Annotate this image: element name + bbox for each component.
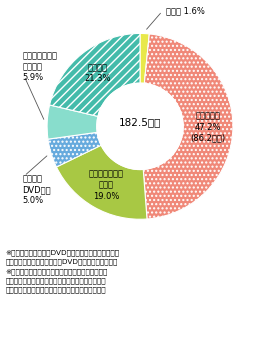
- Text: フォーマット・
リメイク
5.9%: フォーマット・ リメイク 5.9%: [23, 51, 58, 82]
- Wedge shape: [140, 33, 149, 84]
- Text: ビデオ・
DVD化権
5.0%: ビデオ・ DVD化権 5.0%: [23, 174, 51, 205]
- Text: 番組放送権
47.2%
(86.2億円): 番組放送権 47.2% (86.2億円): [190, 112, 226, 143]
- Text: その他 1.6%: その他 1.6%: [166, 7, 205, 16]
- Wedge shape: [143, 34, 233, 219]
- Text: ※商品化権、ビデオ・DVD化権には、キャラクターな
　どの商品の売上、ビデオ・DVDの売上は含まない。
※各項目に明確に分類できない場合には、番組放送
　権に分: ※商品化権、ビデオ・DVD化権には、キャラクターな どの商品の売上、ビデオ・DV…: [6, 249, 120, 293]
- Wedge shape: [50, 33, 140, 117]
- Circle shape: [97, 83, 183, 170]
- Wedge shape: [48, 132, 101, 167]
- Text: 182.5億円: 182.5億円: [119, 118, 161, 128]
- Text: 商品化権
21.3%: 商品化権 21.3%: [85, 63, 111, 83]
- Wedge shape: [57, 145, 147, 219]
- Text: インターネット
配信権
19.0%: インターネット 配信権 19.0%: [88, 170, 123, 201]
- Wedge shape: [47, 105, 98, 139]
